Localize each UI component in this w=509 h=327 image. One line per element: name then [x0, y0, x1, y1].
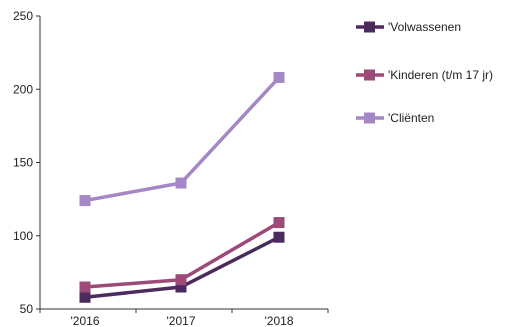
x-tick-label-1: '2017 [167, 314, 196, 327]
series-point-clienten-0 [79, 195, 91, 207]
series-point-kinderen-0 [79, 281, 91, 293]
y-tick-label-150: 150 [13, 156, 33, 170]
series-point-volwassenen-0 [79, 291, 91, 303]
series-layer [79, 72, 285, 303]
series-kinderen [79, 217, 285, 293]
series-volwassenen [79, 231, 285, 303]
series-point-kinderen-1 [175, 274, 187, 286]
legend-label-volwassenen: 'Volwassenen [388, 20, 461, 34]
legend-item-kinderen: 'Kinderen (t/m 17 jr) [356, 68, 493, 82]
legend-swatch-marker-volwassenen [364, 21, 375, 33]
y-tick-label-250: 250 [13, 9, 33, 23]
y-tick-label-200: 200 [13, 82, 33, 96]
legend-item-clienten: 'Cliënten [356, 111, 434, 125]
chart-axes: 50 100 150 200 250 '2016 '2017 '2018 [13, 9, 329, 327]
series-point-volwassenen-1 [175, 281, 187, 293]
legend-label-clienten: 'Cliënten [388, 111, 434, 125]
series-point-clienten-2 [273, 72, 285, 84]
y-tick-label-100: 100 [13, 229, 33, 243]
series-clienten [79, 72, 285, 207]
x-tick-label-0: '2016 [71, 314, 100, 327]
legend-label-kinderen: 'Kinderen (t/m 17 jr) [388, 68, 493, 82]
x-tick-label-2: '2018 [265, 314, 294, 327]
legend-swatch-marker-kinderen [364, 69, 375, 81]
series-point-clienten-1 [175, 177, 187, 189]
chart-legend: 'Volwassenen 'Kinderen (t/m 17 jr) 'Cliënt… [356, 20, 493, 125]
legend-item-volwassenen: 'Volwassenen [356, 20, 461, 34]
series-point-volwassenen-2 [273, 231, 285, 243]
series-point-kinderen-2 [273, 217, 285, 229]
legend-swatch-marker-clienten [364, 112, 375, 124]
y-tick-label-50: 50 [20, 302, 34, 316]
